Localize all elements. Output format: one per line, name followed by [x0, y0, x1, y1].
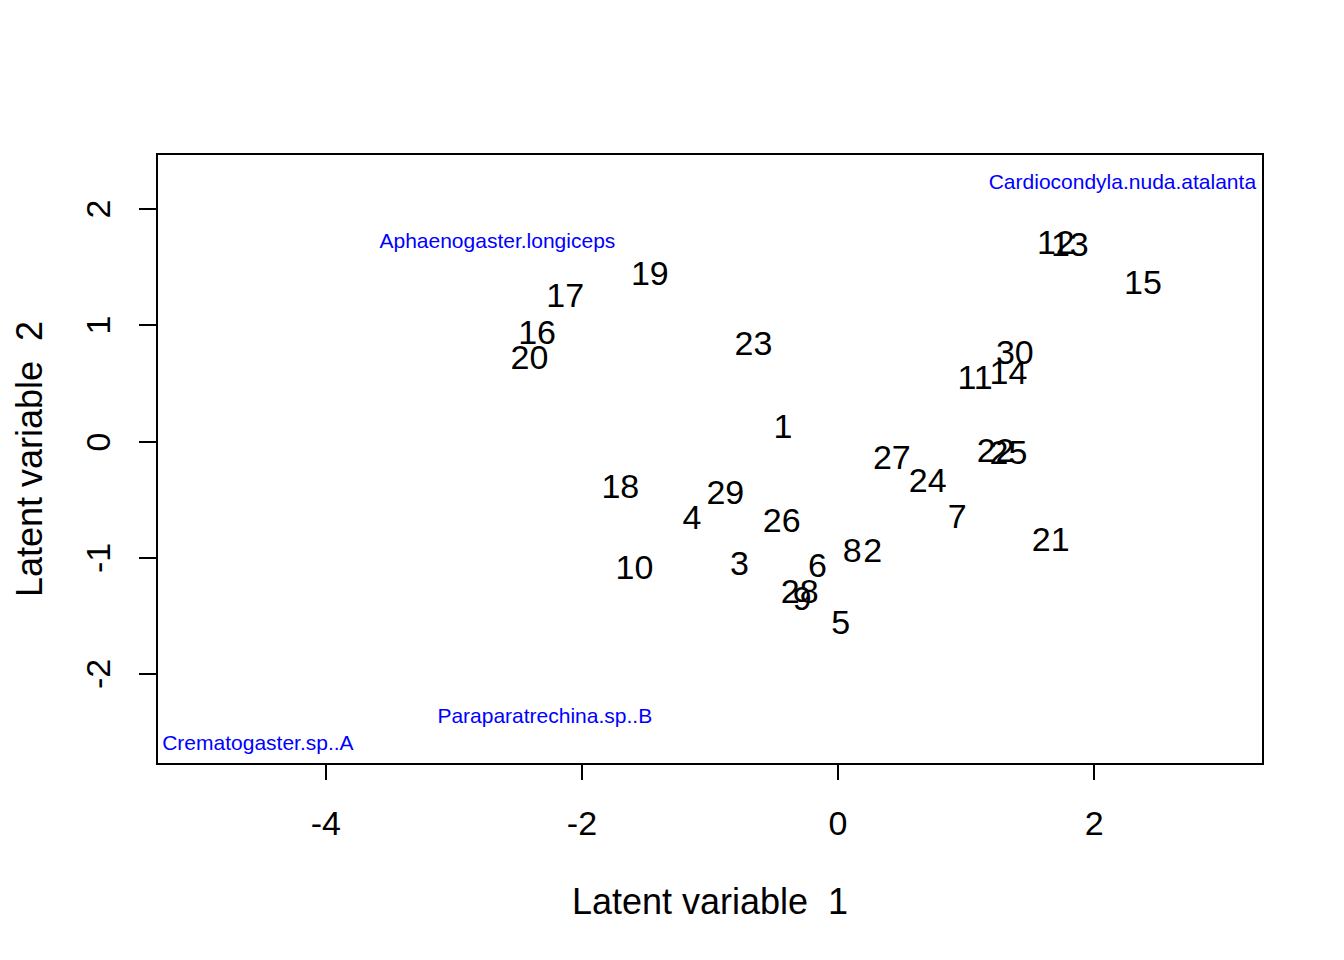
x-axis-tick	[325, 763, 327, 780]
x-axis-tick-label: -4	[311, 804, 341, 843]
data-point-label: 10	[616, 550, 654, 584]
data-point-label: 15	[1124, 265, 1162, 299]
data-point-label: 17	[546, 278, 584, 312]
data-point-label: 20	[510, 340, 548, 374]
plot-area	[156, 153, 1264, 765]
y-axis-tick	[139, 441, 156, 443]
y-axis-tick	[139, 557, 156, 559]
x-axis-tick-label: -2	[567, 804, 597, 843]
x-axis-tick	[837, 763, 839, 780]
y-axis-title: Latent variable 2	[9, 321, 51, 597]
data-point-label: 21	[1032, 522, 1070, 556]
data-point-label: 25	[989, 435, 1027, 469]
x-axis-tick	[581, 763, 583, 780]
data-point-label: 2	[863, 533, 882, 567]
y-axis-tick-label: 0	[79, 432, 118, 451]
y-axis-tick	[139, 324, 156, 326]
data-point-label: 30	[996, 335, 1034, 369]
data-point-label: 19	[631, 256, 669, 290]
x-axis-tick	[1093, 763, 1095, 780]
data-point-label: 11	[957, 360, 992, 394]
data-point-label: 23	[735, 326, 773, 360]
x-axis-tick-label: 0	[829, 804, 848, 843]
y-axis-tick-label: 1	[79, 316, 118, 335]
data-point-label: 5	[831, 605, 850, 639]
y-axis-tick-label: -2	[79, 659, 118, 689]
species-label: Paraparatrechina.sp..B	[437, 705, 652, 726]
data-point-label: 3	[730, 546, 749, 580]
x-axis-title: Latent variable 1	[572, 881, 848, 923]
data-point-label: 8	[843, 533, 862, 567]
species-label: Aphaenogaster.longiceps	[379, 230, 615, 251]
data-point-label: 4	[683, 500, 702, 534]
species-label: Cardiocondyla.nuda.atalanta	[989, 170, 1256, 191]
x-axis-tick-label: 2	[1085, 804, 1104, 843]
data-point-label: 18	[601, 469, 639, 503]
y-axis-tick	[139, 208, 156, 210]
y-axis-tick	[139, 673, 156, 675]
scatter-plot-canvas: -4-202-2-1012123456789101112131415161718…	[0, 0, 1344, 960]
y-axis-tick-label: -1	[79, 543, 118, 573]
data-point-label: 29	[706, 475, 744, 509]
data-point-label: 13	[1051, 227, 1089, 261]
data-point-label: 26	[763, 503, 801, 537]
species-label: Crematogaster.sp..A	[162, 732, 353, 753]
y-axis-tick-label: 2	[79, 199, 118, 218]
data-point-label: 28	[781, 574, 819, 608]
data-point-label: 7	[948, 499, 967, 533]
data-point-label: 27	[873, 440, 911, 474]
data-point-label: 1	[774, 409, 793, 443]
data-point-label: 24	[909, 463, 947, 497]
